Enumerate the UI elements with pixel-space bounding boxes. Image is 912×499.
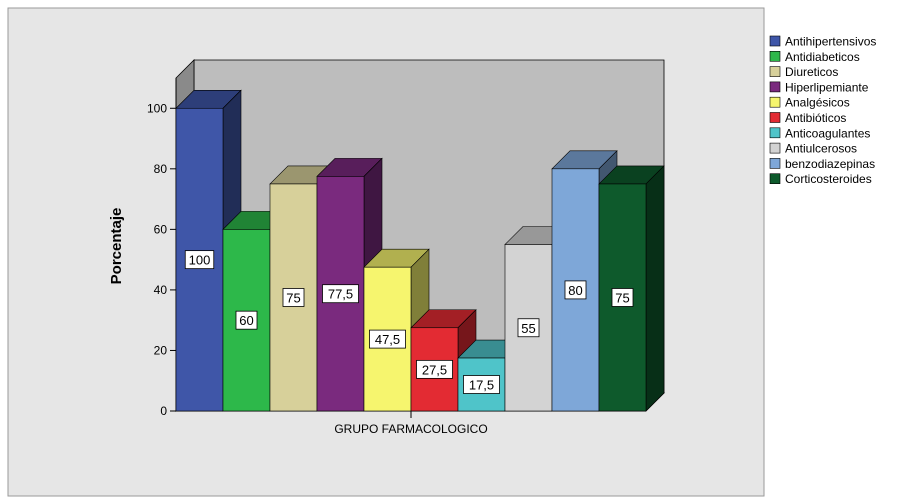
data-label-text: 75 bbox=[615, 290, 629, 305]
data-label-text: 55 bbox=[521, 321, 535, 336]
y-tick-label: 0 bbox=[160, 404, 167, 418]
data-label-box bbox=[184, 250, 215, 270]
data-label: 75 bbox=[282, 288, 305, 307]
data-label-box bbox=[416, 359, 453, 379]
legend-item: Antihipertensivos bbox=[769, 35, 876, 49]
legend-label: Analgésicos bbox=[785, 96, 850, 110]
legend-item: Analgésicos bbox=[769, 96, 850, 110]
data-label-text: 27,5 bbox=[422, 362, 447, 377]
y-tick-label: 40 bbox=[154, 283, 168, 297]
data-label-box bbox=[282, 288, 305, 307]
legend-label: Antibióticos bbox=[785, 111, 846, 125]
data-label: 77,5 bbox=[322, 284, 359, 304]
data-label: 27,5 bbox=[416, 359, 453, 379]
legend-swatch bbox=[769, 35, 781, 47]
legend-item: benzodiazepinas bbox=[769, 157, 875, 171]
legend-item: Anticoagulantes bbox=[769, 126, 870, 140]
bar-side bbox=[645, 165, 665, 412]
data-label: 80 bbox=[564, 280, 587, 300]
data-label: 17,5 bbox=[463, 375, 500, 394]
y-tick-label: 20 bbox=[154, 343, 168, 357]
legend-item: Diureticos bbox=[769, 65, 838, 79]
legend-swatch bbox=[769, 96, 781, 108]
data-label-box bbox=[235, 310, 258, 330]
legend-item: Antidiabeticos bbox=[769, 50, 860, 64]
data-label: 100 bbox=[184, 250, 215, 270]
x-category-label: GRUPO FARMACOLOGICO bbox=[334, 422, 487, 436]
legend-swatch bbox=[769, 66, 781, 77]
y-tick-label: 100 bbox=[147, 101, 167, 115]
legend-swatch bbox=[769, 81, 781, 93]
legend-item: Antibióticos bbox=[769, 111, 846, 125]
bar bbox=[598, 165, 665, 412]
legend-label: Diureticos bbox=[785, 65, 838, 79]
legend-item: Hiperlipemiante bbox=[769, 80, 869, 94]
legend-label: Corticosteroides bbox=[785, 172, 872, 186]
legend-swatch bbox=[769, 173, 781, 184]
data-labels: 100 60 75 77,5 47,5 27,5 17,5 55 80 75 bbox=[184, 250, 634, 394]
data-label: 55 bbox=[517, 318, 540, 338]
data-label: 47,5 bbox=[369, 329, 406, 349]
legend-label: Antiulcerosos bbox=[785, 142, 857, 156]
legend-swatch bbox=[769, 142, 781, 154]
data-label-text: 75 bbox=[286, 290, 300, 305]
legend-swatch bbox=[769, 127, 781, 139]
data-label-box bbox=[611, 288, 634, 307]
data-label-text: 80 bbox=[568, 283, 582, 298]
legend-item: Antiulcerosos bbox=[769, 142, 857, 156]
data-label-box bbox=[369, 329, 406, 349]
legend-swatch bbox=[769, 50, 781, 62]
y-axis-title: Porcentaje bbox=[108, 208, 125, 285]
legend-swatch bbox=[769, 112, 781, 123]
data-label-text: 100 bbox=[189, 253, 211, 268]
legend-label: Anticoagulantes bbox=[785, 126, 870, 140]
y-axis-ticks: 0 20 40 60 80 100 bbox=[147, 101, 176, 418]
data-label-text: 60 bbox=[239, 313, 253, 328]
data-label-text: 77,5 bbox=[328, 287, 353, 302]
legend-label: benzodiazepinas bbox=[785, 157, 875, 171]
data-label-text: 17,5 bbox=[469, 378, 494, 393]
y-tick-label: 80 bbox=[154, 162, 168, 176]
legend-label: Antidiabeticos bbox=[785, 50, 860, 64]
data-label-box bbox=[322, 284, 359, 304]
legend-swatch bbox=[769, 158, 781, 169]
data-label-box bbox=[517, 318, 540, 338]
legend-item: Corticosteroides bbox=[769, 172, 872, 186]
data-label-box bbox=[564, 280, 587, 300]
legend: AntihipertensivosAntidiabeticosDiuretico… bbox=[769, 35, 876, 186]
data-label-box bbox=[463, 375, 500, 394]
y-tick-label: 60 bbox=[154, 222, 168, 236]
data-label: 60 bbox=[235, 310, 258, 330]
legend-label: Antihipertensivos bbox=[785, 35, 876, 49]
legend-label: Hiperlipemiante bbox=[785, 80, 869, 94]
data-label-text: 47,5 bbox=[375, 332, 400, 347]
data-label: 75 bbox=[611, 288, 634, 307]
